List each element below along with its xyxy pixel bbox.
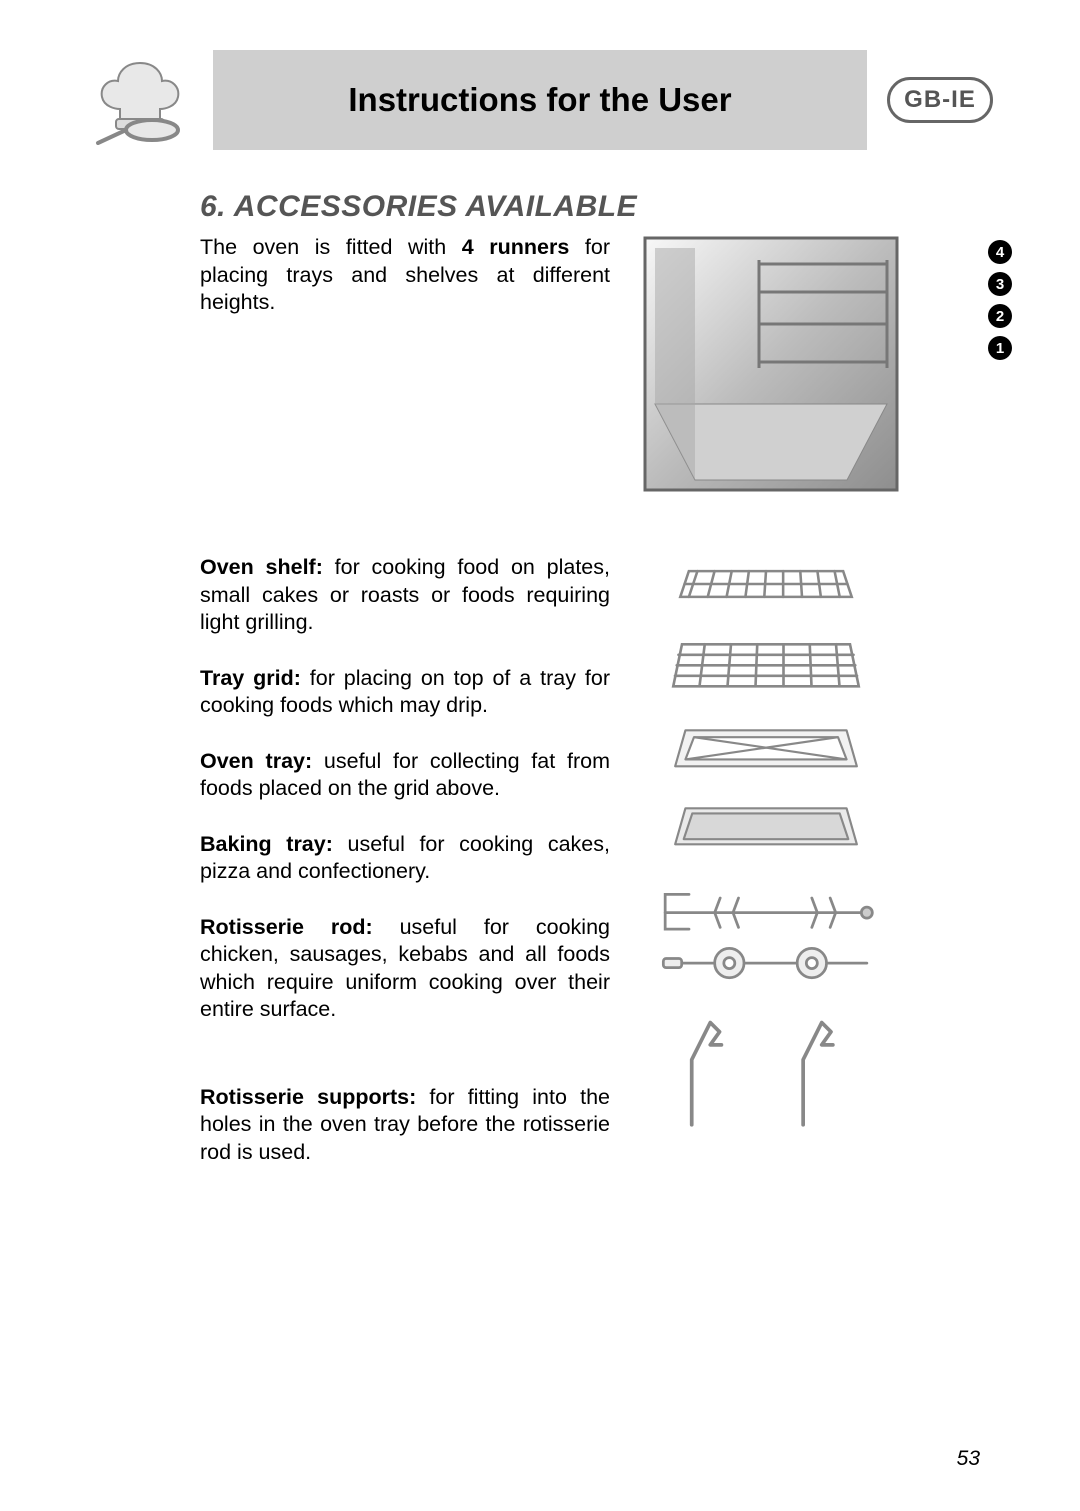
oven-shelf-icon (656, 554, 876, 614)
accessory-name: Baking tray: (200, 832, 333, 856)
intro-prefix: The oven is fitted with (200, 235, 462, 259)
accessories-text-col: Oven shelf: for cooking food on plates, … (200, 554, 610, 1166)
oven-interior-illustration (636, 234, 906, 494)
accessory-item: Rotisserie rod: useful for cooking chick… (200, 914, 610, 1024)
rotisserie-supports-icon (656, 1004, 876, 1134)
runner-number-labels: 4 3 2 1 (988, 240, 1012, 360)
header-title-bar: Instructions for the User (213, 50, 867, 150)
accessories-image-col (636, 554, 896, 1166)
oven-tray-icon (656, 720, 876, 780)
section-heading: 6. ACCESSORIES AVAILABLE (200, 190, 995, 224)
region-badge: GB-IE (887, 77, 993, 123)
tray-grid-icon (656, 632, 876, 702)
section-number: 6. (200, 190, 226, 223)
rotisserie-rod-icon (646, 876, 886, 986)
accessory-name: Oven tray: (200, 749, 312, 773)
accessory-name: Rotisserie rod: (200, 915, 373, 939)
accessories-row: Oven shelf: for cooking food on plates, … (200, 554, 995, 1166)
page-number: 53 (957, 1447, 980, 1471)
baking-tray-icon (656, 798, 876, 858)
runner-number: 3 (988, 272, 1012, 296)
section-title: ACCESSORIES AVAILABLE (234, 190, 637, 223)
intro-row: The oven is fitted with 4 runners for pl… (200, 234, 995, 494)
accessory-name: Oven shelf: (200, 555, 323, 579)
header-title: Instructions for the User (348, 81, 731, 119)
page-header: Instructions for the User GB-IE (85, 50, 995, 150)
accessory-item: Baking tray: useful for cooking cakes, p… (200, 831, 610, 886)
intro-text: The oven is fitted with 4 runners for pl… (200, 234, 610, 494)
runner-number: 4 (988, 240, 1012, 264)
chef-hat-icon (85, 50, 195, 150)
accessory-item: Rotisserie supports: for fitting into th… (200, 1084, 610, 1167)
accessory-name: Tray grid: (200, 666, 301, 690)
accessory-name: Rotisserie supports: (200, 1085, 416, 1109)
runner-number: 1 (988, 336, 1012, 360)
intro-bold: 4 runners (462, 235, 570, 259)
runner-number: 2 (988, 304, 1012, 328)
accessory-item: Oven shelf: for cooking food on plates, … (200, 554, 610, 637)
accessory-item: Oven tray: useful for collecting fat fro… (200, 748, 610, 803)
section-heading-area: 6. ACCESSORIES AVAILABLE (200, 190, 995, 224)
region-badge-box: GB-IE (885, 50, 995, 150)
accessory-item: Tray grid: for placing on top of a tray … (200, 665, 610, 720)
manual-page: Instructions for the User GB-IE 6. ACCES… (0, 0, 1080, 1511)
